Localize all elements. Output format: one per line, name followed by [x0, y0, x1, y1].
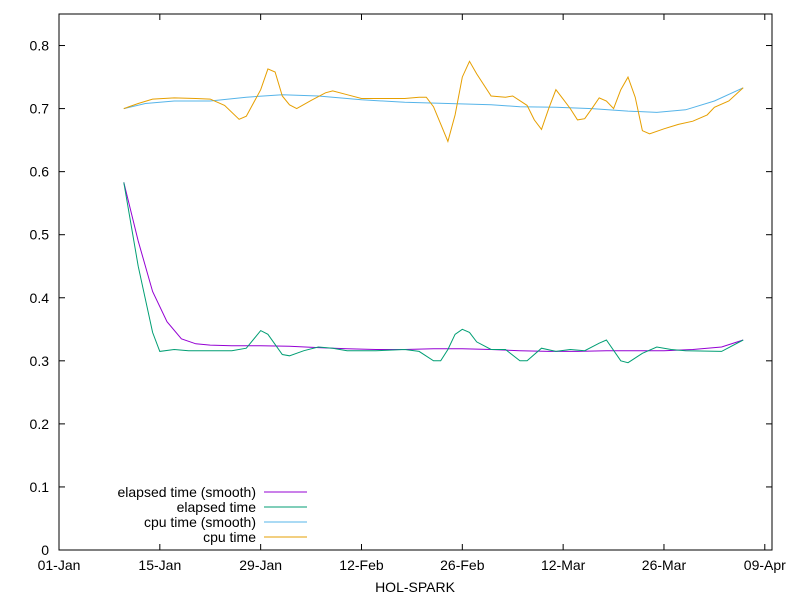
- series-line-elapsed-time-smooth: [123, 182, 744, 352]
- legend-label: cpu time: [203, 529, 256, 545]
- x-tick-label: 09-Apr: [744, 557, 786, 573]
- y-tick-label: 0.5: [30, 227, 50, 243]
- y-tick-label: 0.3: [30, 353, 50, 369]
- y-tick-label: 0.4: [30, 290, 50, 306]
- y-tick-label: 0.1: [30, 479, 50, 495]
- legend-label: cpu time (smooth): [144, 514, 256, 530]
- y-tick-label: 0: [41, 542, 49, 558]
- series-line-cpu-time: [123, 60, 744, 143]
- y-tick-label: 0.6: [30, 164, 50, 180]
- x-tick-label: 29-Jan: [239, 557, 282, 573]
- legend-label: elapsed time (smooth): [117, 484, 256, 500]
- x-axis-title: HOL-SPARK: [375, 579, 456, 595]
- y-tick-label: 0.8: [30, 38, 50, 54]
- x-tick-label: 26-Feb: [440, 557, 485, 573]
- y-tick-label: 0.7: [30, 101, 50, 117]
- x-tick-label: 15-Jan: [138, 557, 181, 573]
- legend-label: elapsed time: [177, 499, 257, 515]
- series-line-elapsed-time: [123, 182, 744, 364]
- series-layer: [123, 60, 744, 364]
- series-line-cpu-time-smooth: [123, 87, 744, 113]
- x-tick-label: 12-Mar: [541, 557, 586, 573]
- x-tick-label: 12-Feb: [339, 557, 384, 573]
- x-tick-label: 26-Mar: [642, 557, 687, 573]
- x-tick-label: 01-Jan: [38, 557, 81, 573]
- ticks-layer: 0 0.1 0.2 0.3 0.4 0.5 0.6 0.7 0.8 01-Jan 15-Jan 29-…: [30, 14, 786, 573]
- y-tick-label: 0.2: [30, 416, 50, 432]
- plot-frame: [58, 13, 773, 551]
